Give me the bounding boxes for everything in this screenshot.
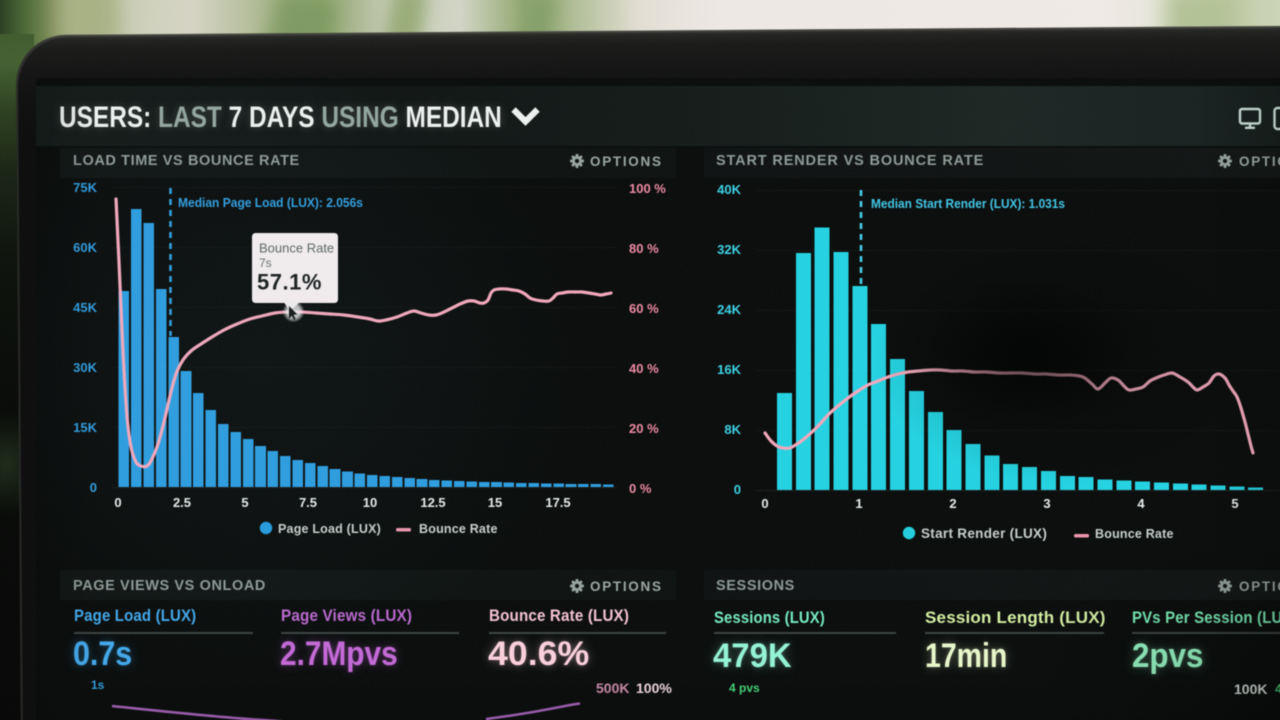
svg-text:10: 10 bbox=[363, 495, 377, 510]
svg-text:0: 0 bbox=[761, 496, 768, 511]
svg-text:45K: 45K bbox=[73, 300, 97, 315]
svg-text:7s: 7s bbox=[259, 256, 272, 270]
svg-text:Median Page Load (LUX): 2.056s: Median Page Load (LUX): 2.056s bbox=[178, 196, 363, 210]
svg-text:80 %: 80 % bbox=[629, 241, 659, 256]
svg-text:75K: 75K bbox=[73, 180, 97, 195]
svg-text:7.5: 7.5 bbox=[299, 495, 317, 510]
svg-text:8K: 8K bbox=[724, 422, 741, 437]
svg-text:30K: 30K bbox=[73, 360, 97, 375]
svg-text:0: 0 bbox=[114, 495, 121, 510]
svg-text:Bounce Rate: Bounce Rate bbox=[259, 241, 334, 256]
svg-text:4: 4 bbox=[1137, 496, 1145, 511]
svg-text:60K: 60K bbox=[73, 240, 97, 255]
svg-text:100 %: 100 % bbox=[629, 181, 666, 196]
svg-text:Start Render (LUX): Start Render (LUX) bbox=[921, 526, 1047, 541]
svg-text:Median Start Render (LUX): 1.0: Median Start Render (LUX): 1.031s bbox=[871, 197, 1065, 211]
svg-text:57.1%: 57.1% bbox=[257, 270, 322, 295]
svg-text:0: 0 bbox=[734, 482, 741, 497]
svg-text:5: 5 bbox=[241, 495, 248, 510]
svg-text:0: 0 bbox=[90, 480, 97, 495]
svg-text:5: 5 bbox=[1231, 496, 1238, 511]
svg-text:Bounce Rate: Bounce Rate bbox=[1095, 527, 1174, 541]
svg-text:60 %: 60 % bbox=[629, 301, 659, 316]
svg-text:17.5: 17.5 bbox=[545, 495, 570, 510]
svg-text:Page Load (LUX): Page Load (LUX) bbox=[278, 522, 381, 536]
svg-text:12.5: 12.5 bbox=[420, 495, 445, 510]
svg-text:24K: 24K bbox=[717, 302, 741, 317]
svg-text:3: 3 bbox=[1043, 496, 1050, 511]
svg-text:20 %: 20 % bbox=[629, 421, 659, 436]
svg-text:Bounce Rate: Bounce Rate bbox=[419, 522, 498, 536]
svg-text:15K: 15K bbox=[73, 420, 97, 435]
svg-text:0 %: 0 % bbox=[629, 481, 652, 496]
svg-text:32K: 32K bbox=[717, 242, 741, 257]
svg-text:16K: 16K bbox=[717, 362, 741, 377]
svg-text:1: 1 bbox=[855, 496, 862, 511]
svg-text:40 %: 40 % bbox=[629, 361, 659, 376]
svg-text:40K: 40K bbox=[717, 182, 741, 197]
svg-text:2: 2 bbox=[949, 496, 956, 511]
svg-text:15: 15 bbox=[488, 495, 502, 510]
svg-text:2.5: 2.5 bbox=[173, 495, 191, 510]
